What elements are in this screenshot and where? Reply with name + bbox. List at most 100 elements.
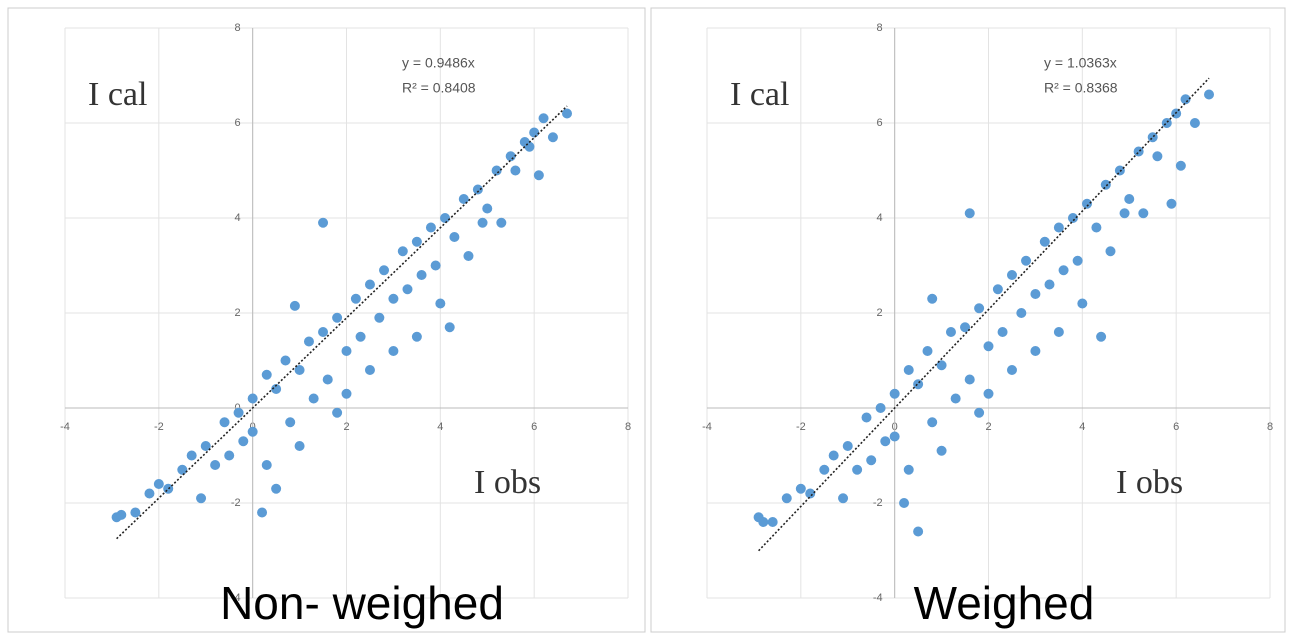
point [1152, 151, 1163, 162]
point [219, 417, 230, 428]
point [1204, 89, 1215, 100]
point [1039, 236, 1050, 247]
point [767, 517, 778, 527]
point [922, 346, 933, 356]
y-tick-label: 2 [877, 307, 883, 319]
point [1006, 365, 1017, 375]
x-tick-label: -4 [702, 421, 712, 433]
point [927, 293, 938, 304]
point [341, 388, 352, 399]
point [1006, 270, 1017, 280]
x-tick-label: 6 [531, 421, 537, 433]
chart-title: Weighed [914, 577, 1095, 629]
point [983, 341, 994, 352]
y-axis-label: I cal [730, 76, 789, 113]
point [318, 327, 329, 337]
y-tick-label: 4 [877, 212, 883, 224]
y-tick-label: -2 [231, 497, 241, 509]
point [463, 251, 474, 261]
point [449, 232, 460, 242]
point [1175, 160, 1186, 171]
point [397, 246, 408, 257]
x-tick-label: -2 [796, 421, 806, 433]
y-tick-label: 8 [877, 22, 883, 34]
y-tick-label: 4 [235, 212, 241, 224]
r-squared: R² = 0.8368 [1044, 80, 1118, 96]
point [1138, 208, 1149, 219]
point [289, 300, 300, 311]
point [247, 426, 258, 437]
x-tick-label: 2 [343, 421, 349, 433]
y-tick-label: 6 [235, 117, 241, 129]
panel-frame [7, 7, 646, 633]
point [529, 127, 540, 138]
point [950, 393, 961, 404]
point [458, 194, 469, 204]
point [1044, 279, 1055, 290]
point [1189, 118, 1200, 128]
point [482, 203, 493, 214]
point [899, 498, 910, 508]
point [1133, 146, 1144, 157]
point [472, 184, 483, 195]
y-tick-label: 6 [877, 117, 883, 129]
point [186, 450, 197, 461]
point [974, 303, 985, 314]
trendline [758, 77, 1210, 552]
point [388, 346, 399, 356]
point [388, 293, 399, 304]
chart-title: Non- weighed [220, 577, 504, 629]
point [889, 431, 900, 442]
point [781, 493, 792, 504]
point [444, 322, 455, 333]
point [889, 388, 900, 399]
point [440, 213, 451, 223]
point [875, 403, 886, 413]
point [233, 407, 244, 418]
y-tick-label: -2 [873, 497, 883, 509]
point [964, 208, 975, 219]
point [903, 365, 914, 375]
x-tick-label: 8 [1267, 421, 1273, 433]
point [416, 270, 427, 280]
point [341, 346, 352, 356]
point [224, 450, 235, 461]
point [1058, 265, 1069, 276]
point [1091, 222, 1102, 233]
point [153, 479, 164, 489]
point [945, 327, 956, 337]
point [1021, 255, 1032, 266]
point [177, 464, 188, 475]
x-axis-label: I obs [1116, 464, 1183, 501]
point [538, 113, 549, 124]
point [997, 327, 1008, 337]
point [332, 407, 343, 418]
point [505, 151, 516, 162]
point [200, 441, 211, 451]
equation: y = 1.0363x [1044, 55, 1117, 71]
point [974, 407, 985, 418]
point [247, 393, 258, 404]
point [280, 355, 291, 366]
point [364, 365, 375, 375]
point [477, 217, 488, 228]
panel-frame [650, 7, 1286, 633]
y-tick-label: 8 [235, 22, 241, 34]
point [1016, 308, 1027, 318]
point [510, 165, 521, 176]
point [238, 436, 249, 447]
point [491, 165, 502, 176]
x-tick-label: 8 [625, 421, 631, 433]
point [992, 284, 1003, 295]
point [805, 488, 816, 499]
point [411, 236, 422, 247]
point [819, 464, 830, 475]
point [496, 217, 507, 228]
point [936, 360, 947, 371]
point [562, 108, 573, 119]
point [524, 141, 535, 152]
point [1161, 118, 1172, 128]
point [861, 412, 872, 423]
point [1053, 327, 1064, 337]
point [936, 445, 947, 456]
